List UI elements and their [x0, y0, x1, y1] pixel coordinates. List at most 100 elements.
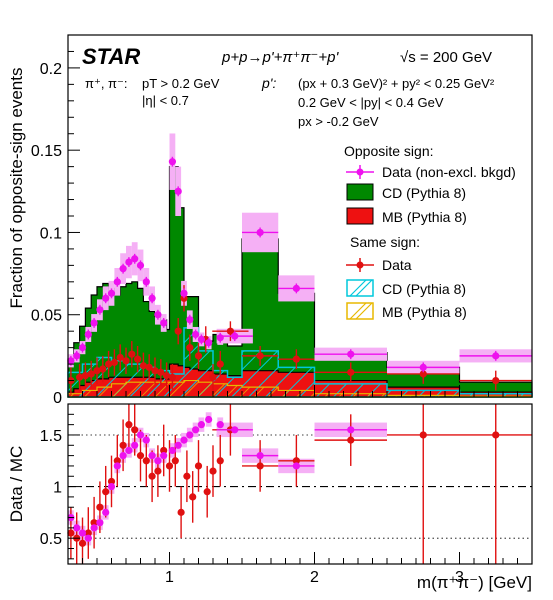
legend-os-cd-swatch [346, 183, 374, 201]
ratio-os-point [231, 426, 239, 434]
ratio-os-point [216, 421, 224, 429]
ss-data-point [93, 367, 101, 375]
x-tick-label: 3 [455, 569, 464, 586]
ratio-ss-point [142, 457, 150, 465]
ratio-ss-point [113, 457, 121, 465]
ratio-os-point [154, 457, 162, 465]
os-data-point [119, 265, 127, 273]
os-data-point [160, 319, 168, 327]
os-data-point [84, 330, 92, 339]
legend-os-data-label: Data (non-excl. bkgd) [382, 164, 516, 180]
os-data-point [168, 158, 176, 166]
os-data-point [154, 311, 162, 319]
ratio-ss-point [256, 462, 264, 470]
os-data-point [216, 334, 224, 342]
top-y-tick-label: 0.05 [31, 308, 62, 325]
ss-data-point [209, 373, 217, 381]
proton-cuts-label: p': [261, 75, 276, 91]
os-data-point [96, 306, 104, 314]
bottom-y-tick-label: 1.5 [40, 428, 62, 445]
top-y-axis-label: Fraction of opposite-sign events [7, 68, 26, 309]
os-data-point [256, 228, 264, 237]
ss-data-point [99, 365, 107, 373]
ss-data-point [186, 344, 194, 352]
top-panel: 0 0.05 0.1 0.15 0.2 [31, 50, 533, 407]
bottom-y-tick-label: 0.5 [40, 531, 62, 548]
ratio-ss-point [125, 421, 133, 429]
proton-cut-1: (px + 0.3 GeV)² + py² < 0.25 GeV² [298, 76, 495, 91]
ratio-os-point [160, 452, 168, 460]
os-data-point [125, 258, 133, 266]
ratio-ss-point [96, 503, 104, 511]
top-y-tick-label: 0.1 [40, 225, 62, 242]
ratio-os-point [142, 436, 150, 444]
ss-data-point [226, 327, 234, 335]
ss-data-point [76, 373, 84, 381]
ratio-os-point [174, 441, 182, 449]
ss-data-point [134, 355, 142, 363]
legend-same-title: Same sign: [350, 234, 420, 250]
ss-data-point [216, 360, 224, 368]
ratio-ss-point [209, 467, 217, 475]
ss-data-point [347, 368, 355, 376]
os-data-point [107, 289, 116, 297]
proton-cut-2: 0.2 GeV < |py| < 0.4 GeV [298, 95, 444, 110]
ratio-os-point [78, 529, 87, 537]
os-data-point [136, 261, 145, 269]
ss-data-point [87, 370, 95, 378]
bottom-panel-frame [67, 403, 533, 565]
top-panel-frame [67, 34, 533, 398]
ss-data-point [174, 327, 182, 335]
ss-data-point [128, 350, 136, 358]
ss-data-point [256, 352, 264, 360]
legend-ss-data-marker [346, 258, 374, 272]
ratio-ss-point [67, 529, 75, 537]
legend-opposite-title: Opposite sign: [344, 143, 434, 159]
ss-data-point [105, 360, 113, 368]
ratio-ss-point [131, 426, 139, 434]
ratio-os-point [148, 452, 156, 460]
ss-data-point [81, 372, 89, 380]
ss-data-point [168, 373, 176, 381]
ratio-os-point [186, 431, 194, 439]
legend-ss-data-label: Data [382, 257, 412, 273]
bottom-y-axis-label: Data / MC [7, 446, 26, 523]
os-data-point [174, 187, 182, 195]
legend-ss-mb-hatch [349, 302, 373, 320]
os-data-point [131, 255, 139, 263]
ss-data-point [163, 372, 171, 380]
ratio-ss-point [203, 488, 211, 496]
ratio-os-point [84, 534, 92, 542]
ss-data-point [145, 363, 153, 371]
ratio-os-point [131, 441, 139, 449]
os-data-point [180, 289, 188, 297]
legend-os-mb-swatch [346, 207, 374, 225]
ss-data-point [122, 357, 130, 365]
bottom-y-tick-label: 1 [53, 480, 62, 497]
ratio-ss-point [177, 508, 185, 516]
os-data-point [197, 335, 205, 344]
legend: Opposite sign: Data (non-excl. bkgd) CD … [344, 143, 516, 320]
bottom-panel: 0.5 1 1.5 1 2 3 [40, 404, 532, 586]
ratio-ss-point [136, 452, 145, 460]
os-data-point [419, 363, 427, 371]
ratio-ss-point [90, 519, 98, 527]
legend-os-mb-label: MB (Pythia 8) [382, 209, 467, 225]
ratio-os-point [96, 519, 104, 527]
ratio-ss-point [148, 472, 156, 480]
proton-cut-3: px > -0.2 GeV [298, 114, 379, 129]
os-data-point [78, 344, 87, 352]
ratio-os-point [180, 436, 188, 444]
ratio-ss-point [154, 467, 162, 475]
ratio-ss-point [419, 431, 427, 439]
legend-os-cd-label: CD (Pythia 8) [382, 185, 466, 201]
os-data-point [90, 319, 98, 327]
ratio-ss-point [216, 457, 224, 465]
os-data-point [186, 316, 194, 324]
legend-ss-mb-label: MB (Pythia 8) [382, 304, 467, 320]
x-tick-label: 2 [310, 569, 319, 586]
ss-data-point [110, 358, 118, 367]
x-axis-label: m(π⁺π⁻) [GeV] [417, 573, 532, 592]
ss-data-point [139, 362, 147, 370]
